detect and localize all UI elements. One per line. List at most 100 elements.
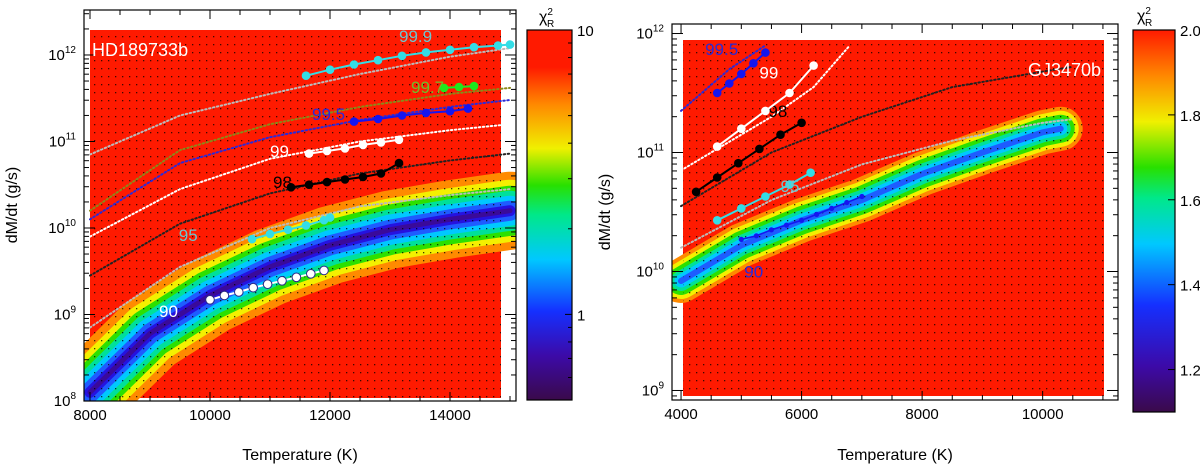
- left-series-line: [305, 43, 511, 77]
- right-contour-3: [680, 44, 767, 112]
- left-series-99.9-point-6: [445, 45, 455, 55]
- right-series-95-point-3: [785, 180, 794, 189]
- right-series-90: 90: [738, 193, 865, 281]
- left-contour-0: [89, 188, 511, 329]
- left-series-99-point-0: [304, 149, 314, 158]
- left-series-99-point-4: [376, 138, 386, 147]
- right-series-90-point-8: [859, 193, 865, 200]
- right-series-98-point-3: [755, 144, 764, 154]
- right-x-axis-ticks: 4000 6000 8000 10000: [664, 24, 1104, 423]
- right-series-98-point-2: [734, 158, 743, 168]
- left-series-98-point-6: [394, 158, 404, 168]
- right-series-99.5-point-1: [725, 79, 734, 88]
- left-series-95-point-3: [301, 221, 311, 230]
- left-contour-3: [89, 99, 511, 221]
- right-series-99.5: 99.5: [705, 40, 770, 98]
- right-series-90-point-2: [768, 227, 775, 233]
- left-series-label-98: 98: [273, 173, 292, 192]
- left-series-95: 95: [179, 213, 335, 245]
- left-series-99.9-point-9: [505, 40, 515, 49]
- right-series-99-point-4: [809, 61, 818, 70]
- left-series-98-point-5: [376, 169, 386, 178]
- left-colorbar-tick-label-1: 10: [577, 23, 594, 40]
- left-series-90: 90: [159, 265, 329, 321]
- left-series-99.7-point-2: [469, 81, 479, 91]
- right-series-90-point-5: [814, 211, 820, 217]
- right-y-tick-label-1: 1010: [636, 262, 664, 281]
- right-series-90-point-1: [753, 233, 760, 239]
- left-series-99.5-point-5: [463, 104, 473, 113]
- left-y-axis-title: dM/dt (g/s): [4, 167, 21, 243]
- left-series-99.5-point-0: [349, 117, 359, 126]
- left-series-label-90: 90: [159, 302, 178, 321]
- left-panel: 90 95 98 99 99.5 99.7 99.9 8000 10000 12000 14000…: [4, 7, 594, 464]
- left-series-99.9-point-5: [421, 48, 431, 57]
- right-y-axis-title: dM/dt (g/s): [597, 174, 614, 250]
- right-series-99.5-point-4: [761, 48, 770, 57]
- right-series-98-point-1: [712, 173, 722, 182]
- left-series-label-99.5: 99.5: [312, 105, 345, 124]
- left-colorbar-ticks: 1 10: [565, 23, 594, 401]
- left-series-99.5: 99.5: [312, 104, 473, 126]
- left-panel-name: HD189733b: [92, 40, 188, 60]
- right-colorbar-gradient: [1132, 29, 1176, 413]
- left-series-99-point-1: [322, 146, 332, 156]
- right-plot-frame: [671, 23, 1119, 401]
- left-series-95-point-2: [283, 225, 293, 234]
- right-colorbar: 1.2 1.4 1.6 1.8 2.0 χ2 R: [1132, 6, 1200, 413]
- left-series-99.7-point-0: [439, 83, 449, 93]
- right-y-tick-label-0: 109: [642, 381, 665, 400]
- right-colorbar-title: χ2 R: [1137, 6, 1152, 29]
- left-colorbar-gradient: [526, 29, 573, 401]
- right-series-98-point-5: [797, 118, 806, 128]
- left-x-axis-title: Temperature (K): [242, 447, 358, 464]
- left-series-98: 98: [273, 158, 404, 192]
- left-series-90-point-6: [291, 272, 302, 283]
- right-series-label-95: 95: [781, 177, 800, 196]
- right-x-tick-label-2: 8000: [905, 406, 938, 423]
- left-x-tick-label-2: 12000: [309, 407, 351, 424]
- left-x-tick-label-1: 10000: [189, 407, 231, 424]
- right-series-99-point-2: [761, 106, 770, 116]
- left-series-90-point-7: [306, 269, 316, 279]
- right-y-axis-ticks: 109 1010 1011 1012: [636, 24, 1118, 400]
- left-series-99.5-point-1: [373, 114, 383, 124]
- right-grid-dots: [683, 40, 1104, 396]
- left-series-99.5-point-4: [445, 106, 455, 116]
- left-series-label-99: 99: [270, 142, 289, 161]
- left-series-label-99.9: 99.9: [399, 27, 432, 46]
- right-series-99-point-0: [712, 142, 722, 151]
- right-series-label-99: 99: [759, 64, 778, 83]
- right-contour-0: [680, 118, 1074, 249]
- left-y-tick-label-3: 1011: [49, 132, 77, 151]
- right-colorbar-tick-label-1: 1.4: [1180, 278, 1200, 295]
- left-y-tick-label-4: 1012: [48, 45, 76, 64]
- left-series-98-point-4: [358, 172, 368, 182]
- left-series-95-point-5: [325, 213, 335, 222]
- right-series-90-point-7: [844, 199, 850, 206]
- left-series-90-point-5: [277, 276, 287, 286]
- left-series-90-point-3: [248, 282, 258, 293]
- right-series-90-point-0: [738, 236, 744, 242]
- left-series-99.9-point-2: [349, 60, 359, 69]
- right-series-90-point-4: [799, 217, 805, 223]
- right-series-98-point-4: [776, 130, 785, 139]
- right-contour-2: [680, 44, 851, 172]
- right-colorbar-tick-label-4: 2.0: [1180, 23, 1200, 40]
- left-colorbar-tick-label-0: 1: [577, 307, 585, 324]
- right-colorbar-tick-label-2: 1.6: [1180, 193, 1200, 210]
- left-colorbar: 1 10 χ2 R: [526, 7, 594, 401]
- left-series-99: 99: [270, 135, 404, 161]
- right-series-90-point-3: [783, 222, 790, 228]
- left-series-95-point-0: [247, 234, 257, 244]
- right-series-label-90: 90: [744, 262, 763, 281]
- left-plot-area: 90 95 98 99 99.5 99.7 99.9: [84, 27, 516, 401]
- right-series-95-point-0: [712, 216, 722, 225]
- right-series-98: 98: [691, 102, 806, 197]
- right-x-axis-title: Temperature (K): [837, 447, 953, 464]
- left-series-99-point-5: [394, 135, 404, 145]
- right-colorbar-ticks: 1.2 1.4 1.6 1.8 2.0: [1168, 23, 1200, 380]
- right-series-99.5-point-3: [749, 59, 758, 68]
